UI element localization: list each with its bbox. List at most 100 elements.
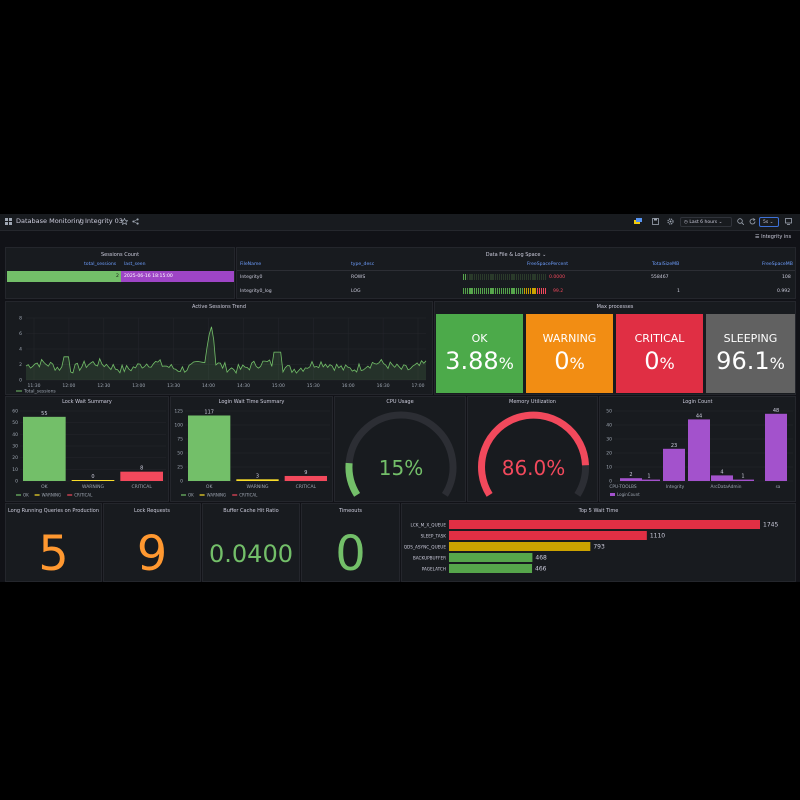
add-panel-icon[interactable] xyxy=(634,218,642,225)
zoom-out-icon[interactable] xyxy=(737,218,744,225)
share-icon[interactable] xyxy=(132,218,139,225)
save-icon[interactable] xyxy=(652,218,659,225)
x-tick-label: 11:30 xyxy=(28,383,41,389)
refresh-interval-picker[interactable]: 5s ⌄ xyxy=(759,217,779,227)
login-count-panel[interactable]: Login Count 50 40 30 20 10 0 2 1 23 44 4 1 48 CPU-TOO… xyxy=(599,396,796,502)
stat-label: SLEEPING xyxy=(723,332,778,345)
lock-wait-chart: 60 50 40 30 20 10 0 55 OK 0 WARNING 8 CRITICAL OK WARN… xyxy=(12,409,166,498)
gauge-segment xyxy=(526,288,528,294)
lock-wait-summary-panel[interactable]: Lock Wait Summary 60 50 40 30 20 10 0 55 OK 0 WARN… xyxy=(5,396,169,502)
gauge-segment xyxy=(469,288,471,294)
legend-label: OK xyxy=(188,493,194,498)
top-5-wait-time-panel[interactable]: Top 5 Wait Time LCK_M_X_QUEUE 1745 SLEEP_T… xyxy=(401,503,796,582)
datasource-selector[interactable]: ☰ Integrity ins xyxy=(755,234,791,240)
y-tick-label: 10 xyxy=(12,467,18,473)
gauge-segment xyxy=(528,274,530,280)
active-sessions-trend-panel[interactable]: Active Sessions Trend 8 6 4 2 0 11:30 12:00 12:… xyxy=(5,301,433,395)
free-space-gauge xyxy=(463,274,547,280)
bar-value-label: 1 xyxy=(647,474,650,480)
gauge-segment xyxy=(473,288,475,294)
x-tick-label: 14:00 xyxy=(202,383,215,389)
column-header-filename[interactable]: FileName xyxy=(240,262,262,267)
gauge-segment xyxy=(490,274,492,280)
gauge-track xyxy=(345,411,457,497)
column-header-last-seen[interactable]: last_seen xyxy=(124,262,146,267)
x-tick-label: WARNING xyxy=(82,484,104,490)
y-tick-label: 10 xyxy=(606,465,612,471)
panel-title: Lock Requests xyxy=(134,508,170,514)
free-space-percent-cell: 99.2 xyxy=(553,289,564,294)
column-header-total-size-mb[interactable]: TotalSizeMB xyxy=(652,262,680,267)
sessions-count-panel[interactable]: Sessions Count total_sessions last_seen … xyxy=(5,247,235,299)
datasource-label: Integrity ins xyxy=(761,234,792,240)
bar-value-label: 468 xyxy=(535,555,547,562)
series-area xyxy=(26,326,426,380)
gauge-segment xyxy=(509,288,511,294)
breadcrumb-current[interactable]: Integrity 03 xyxy=(85,217,123,225)
gauge-segment xyxy=(463,274,465,280)
gauge-segment xyxy=(530,288,532,294)
lock-requests-panel[interactable]: Lock Requests 9 xyxy=(103,503,201,582)
refresh-icon[interactable] xyxy=(749,218,756,225)
column-header-free-space-percent[interactable]: FreeSpacePercent xyxy=(527,262,569,267)
gauge-segment xyxy=(513,274,515,280)
cpu-usage-panel[interactable]: CPU Usage 15% xyxy=(334,396,466,502)
table-row[interactable]: Integrity0_log LOG 99.2 1 0.992 xyxy=(237,285,795,298)
max-processes-panel[interactable]: Max processes OK 3.88% WARNING 0% CRITIC… xyxy=(434,301,796,395)
breadcrumb-root[interactable]: Database Monitoring xyxy=(16,217,84,225)
gauge-segment xyxy=(471,288,473,294)
y-tick-label: 40 xyxy=(606,423,612,429)
y-tick-label: 0 xyxy=(19,378,22,384)
gauge-segment xyxy=(473,274,475,280)
table-row[interactable]: Integrity0 ROWS 0.0000 558467 108 xyxy=(237,271,795,284)
data-file-log-space-panel[interactable]: Data File & Log Space ⌄ FileName type_de… xyxy=(236,247,796,299)
y-tick-label: 50 xyxy=(177,451,183,457)
tv-mode-icon[interactable] xyxy=(785,218,792,225)
gauge-segment xyxy=(534,288,536,294)
timeouts-panel[interactable]: Timeouts 0 xyxy=(301,503,400,582)
panel-title: Sessions Count xyxy=(100,252,140,258)
free-space-gauge xyxy=(463,288,547,294)
gauge-segment xyxy=(528,288,530,294)
long-running-queries-panel[interactable]: Long Running Queries on Production 5 xyxy=(5,503,102,582)
x-tick-label: 16:00 xyxy=(342,383,355,389)
x-tick-label: OK xyxy=(41,484,49,490)
buffer-cache-hit-ratio-panel[interactable]: Buffer Cache Hit Ratio 0.0400 xyxy=(202,503,300,582)
stat-tile-critical[interactable]: CRITICAL 0% xyxy=(616,314,703,393)
column-header-type-desc[interactable]: type_desc xyxy=(351,262,375,267)
time-range-picker[interactable]: ◷ Last 6 hours ⌄ xyxy=(680,217,732,227)
stat-tile-sleeping[interactable]: SLEEPING 96.1% xyxy=(706,314,795,393)
bar-value-label: 4 xyxy=(720,469,723,475)
gauge-value-arc xyxy=(478,411,589,497)
gauge-segment xyxy=(498,274,500,280)
gauge-segment xyxy=(481,274,484,280)
bar-value-label: 793 xyxy=(593,544,605,551)
column-header-free-space-mb[interactable]: FreeSpaceMB xyxy=(762,262,793,267)
column-header-total-sessions[interactable]: total_sessions xyxy=(84,262,117,267)
stat-label: CRITICAL xyxy=(634,332,685,345)
buffer-cache-value: 0.0400 xyxy=(209,540,293,568)
x-tick-label: ArcDataAdmin xyxy=(711,484,742,490)
gauge-segment xyxy=(500,288,503,294)
stat-tile-warning[interactable]: WARNING 0% xyxy=(526,314,613,393)
stat-number: 3.88 xyxy=(445,347,499,375)
settings-gear-icon[interactable] xyxy=(667,218,674,225)
y-tick-label: 75 xyxy=(177,437,183,443)
bar-wait-time xyxy=(449,553,533,562)
bar-value-label: 1 xyxy=(741,474,744,480)
bar-login-count xyxy=(711,475,733,481)
last-seen-cell xyxy=(121,271,234,282)
x-tick-label: 14:30 xyxy=(237,383,250,389)
bar-login-count xyxy=(688,419,710,481)
dashboard-grid-icon[interactable] xyxy=(5,218,12,225)
star-icon[interactable] xyxy=(121,218,128,225)
stat-tile-ok[interactable]: OK 3.88% xyxy=(436,314,523,393)
legend-swatch xyxy=(610,493,615,496)
bar-value-label: 117 xyxy=(204,409,214,415)
stat-label: OK xyxy=(471,332,488,345)
bar-wait-time xyxy=(449,531,647,540)
memory-utilization-panel[interactable]: Memory Utilization 86.0% xyxy=(467,396,598,502)
login-wait-summary-panel[interactable]: Login Wait Time Summary 125 100 75 50 25 0 117… xyxy=(170,396,333,502)
bar-wait-time xyxy=(449,564,533,573)
gauge-segment xyxy=(526,274,528,280)
